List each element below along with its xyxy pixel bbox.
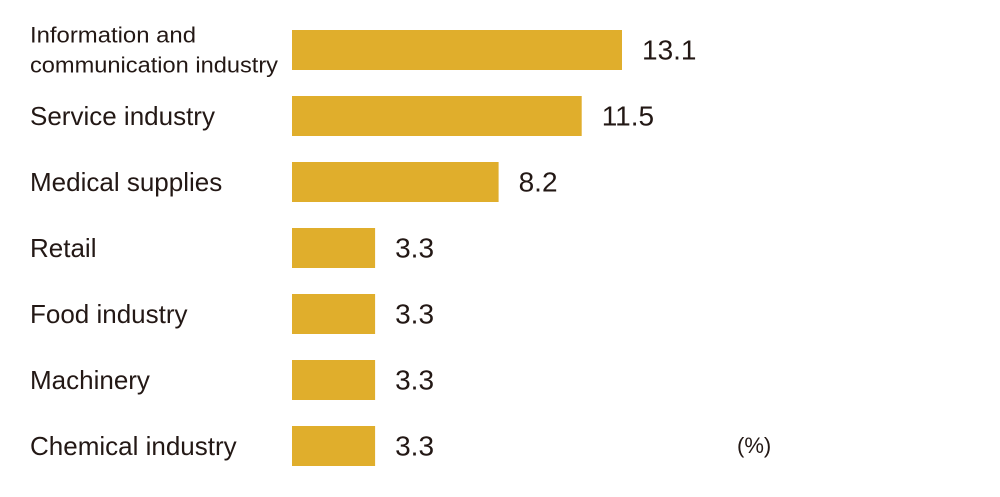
bar-value-label: 3.3 (395, 299, 434, 330)
bar (292, 294, 376, 334)
unit-label: (%) (737, 433, 771, 458)
category-label: Service industry (30, 101, 215, 131)
bar (292, 162, 499, 202)
category-labels: Information and communication industry Ser… (30, 23, 278, 462)
bar-value-label: 11.5 (602, 101, 654, 132)
bar (292, 96, 582, 136)
category-label: Medical supplies (30, 167, 222, 197)
category-label: Chemical industry (30, 431, 237, 461)
bar-value-label: 8.2 (519, 167, 558, 198)
bar (292, 360, 376, 400)
category-label: Machinery (30, 365, 150, 395)
bar-value-label: 3.3 (395, 233, 434, 264)
bar (292, 426, 376, 466)
bar-value-label: 3.3 (395, 431, 434, 462)
bar-value-label: 3.3 (395, 365, 434, 396)
category-label: Retail (30, 233, 96, 263)
bar (292, 30, 622, 70)
value-labels: 13.1 11.5 8.2 3.3 3.3 3.3 3.3 (395, 35, 696, 462)
bar (292, 228, 376, 268)
bars (292, 30, 622, 466)
bar-value-label: 13.1 (642, 35, 697, 66)
category-label: Food industry (30, 299, 188, 329)
category-label: Information and communication industry (30, 23, 278, 78)
